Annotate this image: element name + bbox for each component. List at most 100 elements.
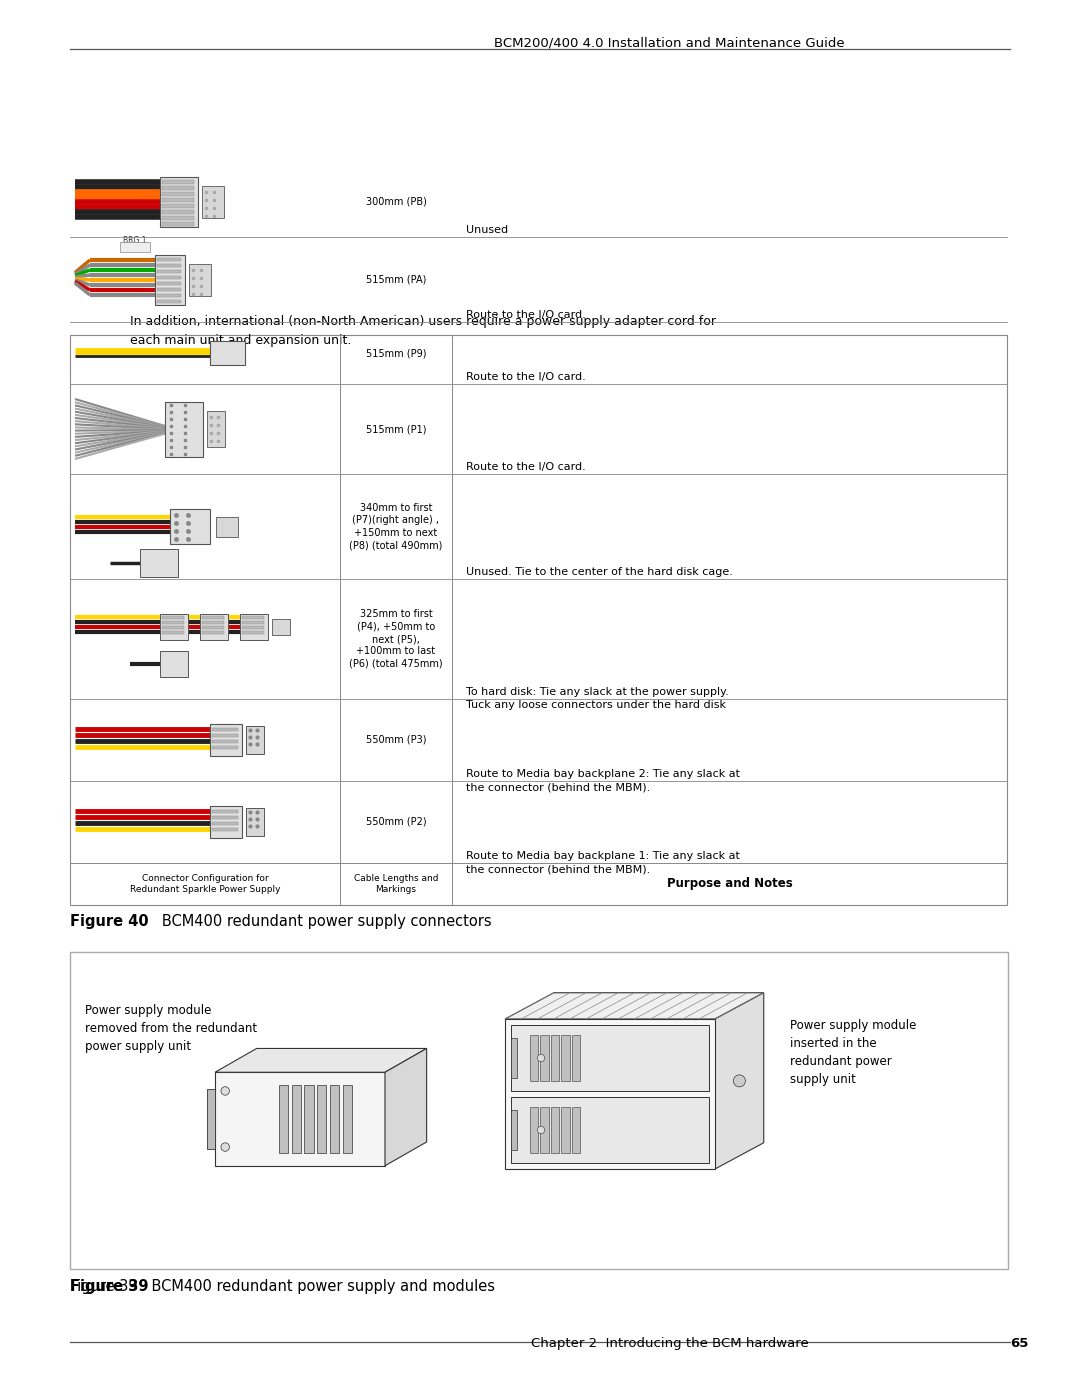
Bar (571, 1106, 580, 1153)
Text: 550mm (P2): 550mm (P2) (366, 817, 427, 827)
Bar (157, 270, 181, 272)
Bar (162, 198, 194, 203)
Bar (157, 288, 181, 291)
Bar (202, 622, 224, 624)
Bar (540, 1035, 549, 1081)
Bar (212, 810, 238, 813)
Bar (318, 1085, 326, 1153)
Bar (140, 549, 178, 577)
Circle shape (537, 1055, 544, 1062)
Text: Route to Media bay backplane 2: Tie any slack at
the connector (behind the MBM).: Route to Media bay backplane 2: Tie any … (465, 768, 740, 792)
Bar (162, 217, 194, 219)
Text: Power supply module
inserted in the
redundant power
supply unit: Power supply module inserted in the redu… (789, 1018, 916, 1085)
Polygon shape (505, 993, 764, 1018)
Text: Route to the I/O card.: Route to the I/O card. (465, 372, 585, 381)
Text: 300mm (PB): 300mm (PB) (365, 197, 427, 207)
Bar (202, 186, 224, 218)
Polygon shape (505, 1018, 715, 1169)
Bar (157, 264, 181, 267)
Bar (216, 517, 238, 536)
Text: In addition, international (non-North American) users require a power supply ada: In addition, international (non-North Am… (131, 314, 716, 346)
Bar (212, 816, 238, 819)
Polygon shape (215, 1049, 427, 1073)
Bar (212, 733, 238, 738)
Bar (162, 191, 194, 196)
Bar (207, 411, 225, 447)
Bar (292, 1085, 301, 1153)
Bar (70, 951, 1008, 1268)
Text: Connector Configuration for
Redundant Sparkle Power Supply: Connector Configuration for Redundant Sp… (130, 875, 280, 894)
Bar (571, 1035, 580, 1081)
Bar (162, 622, 184, 624)
Bar (511, 1111, 517, 1150)
Bar (212, 821, 238, 826)
Text: Cable Lengths and
Markings: Cable Lengths and Markings (354, 875, 438, 894)
Bar (210, 724, 242, 756)
Text: Route to Media bay backplane 1: Tie any slack at
the connector (behind the MBM).: Route to Media bay backplane 1: Tie any … (465, 851, 740, 875)
Polygon shape (384, 1049, 427, 1165)
Text: Unused. Tie to the center of the hard disk cage.: Unused. Tie to the center of the hard di… (465, 567, 733, 577)
Bar (212, 746, 238, 749)
Text: 325mm to first
(P4), +50mm to
next (P5),
+100mm to last
(P6) (total 475mm): 325mm to first (P4), +50mm to next (P5),… (349, 609, 443, 669)
Text: Figure 39   BCM400 redundant power supply and modules: Figure 39 BCM400 redundant power supply … (70, 1280, 496, 1294)
Bar (530, 1035, 538, 1081)
Bar (240, 615, 268, 640)
Bar (212, 728, 238, 731)
Bar (242, 626, 264, 629)
Bar (162, 204, 194, 208)
Polygon shape (215, 1073, 384, 1165)
Text: Route to the I/O card.: Route to the I/O card. (465, 462, 585, 472)
Bar (157, 275, 181, 278)
Text: 65: 65 (1010, 1337, 1028, 1350)
Bar (246, 807, 264, 835)
Text: BCM400 redundant power supply connectors: BCM400 redundant power supply connectors (148, 914, 491, 929)
Bar (212, 740, 238, 743)
Bar (160, 615, 188, 640)
Bar (242, 622, 264, 624)
Circle shape (537, 1126, 544, 1134)
Bar (202, 631, 224, 634)
Bar (551, 1106, 559, 1153)
Bar (70, 335, 1007, 905)
Bar (157, 293, 181, 296)
Bar (329, 1085, 339, 1153)
Text: 550mm (P3): 550mm (P3) (366, 735, 427, 745)
Bar (160, 651, 188, 678)
Bar (511, 1097, 708, 1162)
Text: BRG 1: BRG 1 (123, 236, 147, 244)
Bar (200, 615, 228, 640)
Text: 515mm (P9): 515mm (P9) (366, 348, 427, 358)
Bar (210, 341, 245, 365)
Bar (160, 177, 198, 226)
Bar (170, 509, 210, 543)
Text: To hard disk: Tie any slack at the power supply.
Tuck any loose connectors under: To hard disk: Tie any slack at the power… (465, 687, 729, 710)
Bar (120, 242, 150, 251)
Text: Purpose and Notes: Purpose and Notes (666, 877, 793, 890)
Bar (562, 1035, 569, 1081)
Bar (511, 1038, 517, 1078)
Text: Figure 40: Figure 40 (70, 914, 149, 929)
Bar (342, 1085, 352, 1153)
Circle shape (221, 1143, 229, 1151)
Text: Figure 39: Figure 39 (70, 1280, 149, 1294)
Bar (156, 254, 185, 305)
Circle shape (221, 1087, 229, 1095)
Bar (242, 616, 264, 619)
Bar (162, 186, 194, 190)
Bar (162, 222, 194, 226)
Bar (165, 401, 203, 457)
Bar (279, 1085, 288, 1153)
Text: 340mm to first
(P7)(right angle) ,
+150mm to next
(P8) (total 490mm): 340mm to first (P7)(right angle) , +150m… (349, 503, 443, 550)
Bar (162, 626, 184, 629)
Bar (162, 180, 194, 184)
Bar (246, 726, 264, 754)
Bar (540, 1106, 549, 1153)
Text: Unused: Unused (465, 225, 508, 235)
Bar (210, 806, 242, 838)
Bar (157, 257, 181, 260)
Bar (206, 1090, 215, 1148)
Text: BCM200/400 4.0 Installation and Maintenance Guide: BCM200/400 4.0 Installation and Maintena… (495, 36, 845, 50)
Bar (272, 619, 291, 636)
Bar (202, 626, 224, 629)
Bar (157, 299, 181, 303)
